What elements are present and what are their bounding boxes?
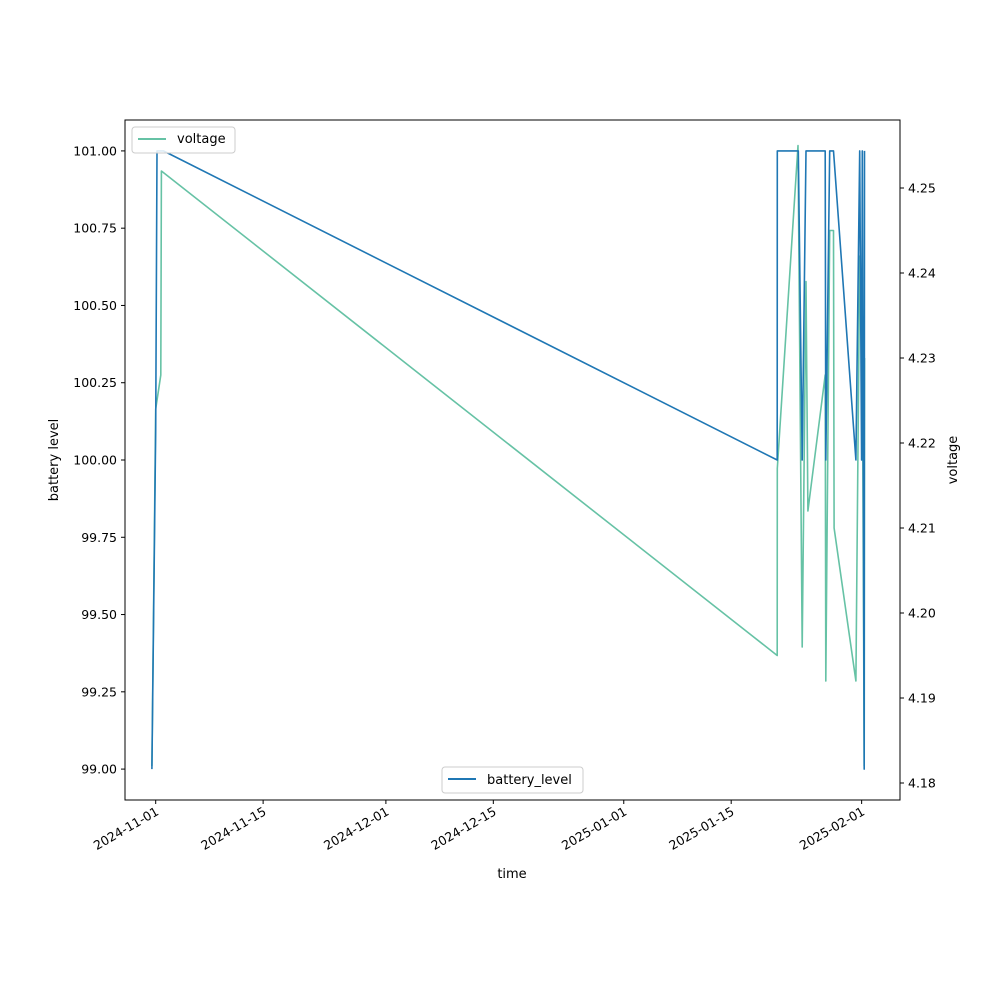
legend-voltage: voltage xyxy=(131,126,236,154)
y-axis-right: 4.18 4.19 4.20 4.21 4.22 4.23 4.24 4.25 xyxy=(900,181,936,791)
legend-voltage-box xyxy=(131,126,236,154)
y-right-tick-label: 4.19 xyxy=(908,691,936,706)
y-left-tick-label: 99.50 xyxy=(81,607,117,622)
legend-battery-level-box xyxy=(441,766,584,794)
y-left-tick-label: 99.00 xyxy=(81,762,117,777)
x-axis-label: time xyxy=(497,867,526,882)
y-axis-left: 99.00 99.25 99.50 99.75 100.00 100.25 100.50 10… xyxy=(73,143,125,777)
y-right-tick-label: 4.25 xyxy=(908,181,936,196)
y-axis-left-label: battery level xyxy=(47,419,62,502)
y-left-tick-label: 99.25 xyxy=(81,684,117,699)
y-right-tick-label: 4.20 xyxy=(908,606,936,621)
y-right-tick-label: 4.18 xyxy=(908,776,936,791)
legend-battery-level-label: battery_level xyxy=(487,773,572,788)
y-right-tick-label: 4.24 xyxy=(908,266,936,281)
legend-battery-level: battery_level xyxy=(441,766,584,794)
y-left-tick-label: 100.50 xyxy=(73,298,117,313)
y-right-tick-label: 4.22 xyxy=(908,436,936,451)
y-right-tick-label: 4.21 xyxy=(908,521,936,536)
y-axis-right-label: voltage xyxy=(946,436,961,485)
y-right-tick-label: 4.23 xyxy=(908,351,936,366)
y-left-tick-label: 100.25 xyxy=(73,375,117,390)
y-left-tick-label: 99.75 xyxy=(81,530,117,545)
y-left-tick-label: 100.75 xyxy=(73,221,117,236)
y-left-tick-label: 101.00 xyxy=(73,143,117,158)
y-left-tick-label: 100.00 xyxy=(73,453,117,468)
legend-voltage-label: voltage xyxy=(177,132,226,147)
series-line-voltage xyxy=(151,144,866,767)
